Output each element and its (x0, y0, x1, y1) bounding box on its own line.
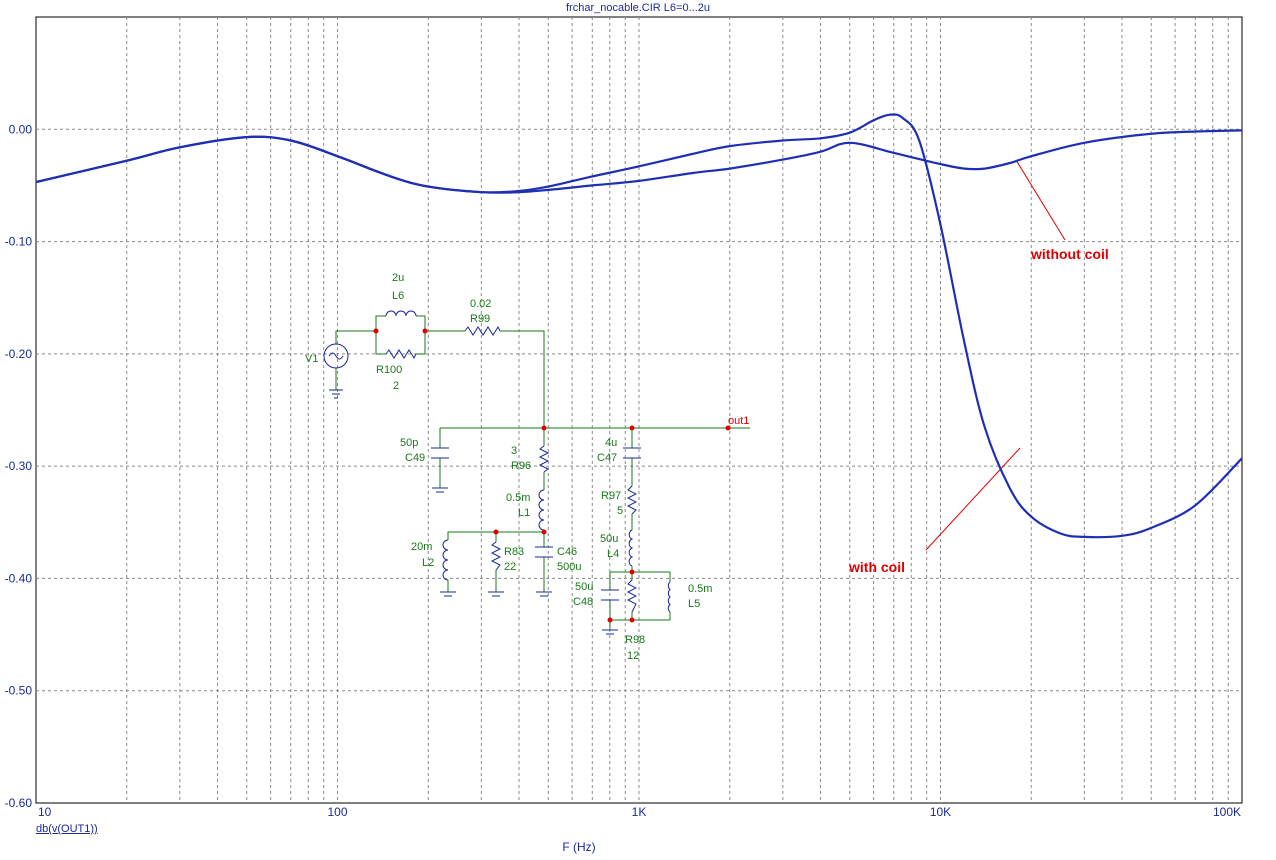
l6-value: 2u (392, 272, 404, 284)
l4-value: 50u (600, 533, 618, 545)
l4-name: L4 (607, 548, 619, 560)
x-axis-label: F (Hz) (479, 840, 679, 854)
c49-value: 50p (400, 437, 418, 449)
x-tick-label: 10K (930, 805, 951, 819)
y-tick-labels: 0.00 -0.10 -0.20 -0.30 -0.40 -0.50 -0.60 (5, 122, 33, 810)
c48-name: C48 (573, 596, 593, 608)
r98-value: 12 (627, 650, 639, 662)
r98-name: R98 (625, 634, 645, 646)
annotation-without-coil: without coil (1031, 246, 1109, 262)
l1-name: L1 (518, 507, 530, 519)
r96-value: 3 (511, 445, 517, 457)
r100-name: R100 (376, 364, 402, 376)
annotation-with-coil: with coil (849, 559, 905, 575)
r97-value: 5 (617, 505, 623, 517)
l1-value: 0.5m (506, 492, 530, 504)
c46-name: C46 (557, 546, 577, 558)
out1-label: out1 (728, 415, 749, 427)
y-tick-label: -0.20 (5, 347, 33, 361)
l5-name: L5 (688, 598, 700, 610)
x-tick-labels: 10 100 1K 10K 100K (38, 805, 1241, 819)
x-tick-label: 100 (327, 805, 347, 819)
y-tick-label: -0.10 (5, 235, 33, 249)
y-tick-label: -0.40 (5, 571, 33, 585)
c48-value: 50u (575, 581, 593, 593)
x-tick-label: 1K (632, 805, 647, 819)
r97-name: R97 (601, 490, 621, 502)
r99-name: R99 (470, 313, 490, 325)
c47-name: C47 (597, 452, 617, 464)
y-axis-expression[interactable]: db(v(OUT1)) (36, 823, 98, 835)
l2-value: 20m (411, 541, 432, 553)
y-tick-label: -0.50 (5, 684, 33, 698)
r96-name: R96 (511, 460, 531, 472)
l6-name: L6 (392, 290, 404, 302)
l5-value: 0.5m (688, 583, 712, 595)
y-tick-label: -0.60 (5, 796, 33, 810)
c46-value: 500u (557, 561, 581, 573)
y-tick-label: 0.00 (9, 122, 33, 136)
v1-label: V1 (305, 353, 318, 365)
y-tick-label: -0.30 (5, 459, 33, 473)
l2-name: L2 (422, 557, 434, 569)
c49-name: C49 (405, 452, 425, 464)
r83-name: R83 (504, 546, 524, 558)
r83-value: 22 (504, 561, 516, 573)
c47-value: 4u (605, 437, 617, 449)
r99-value: 0.02 (470, 298, 491, 310)
r100-value: 2 (393, 380, 399, 392)
x-tick-label: 10 (38, 805, 52, 819)
x-tick-label: 100K (1213, 805, 1241, 819)
